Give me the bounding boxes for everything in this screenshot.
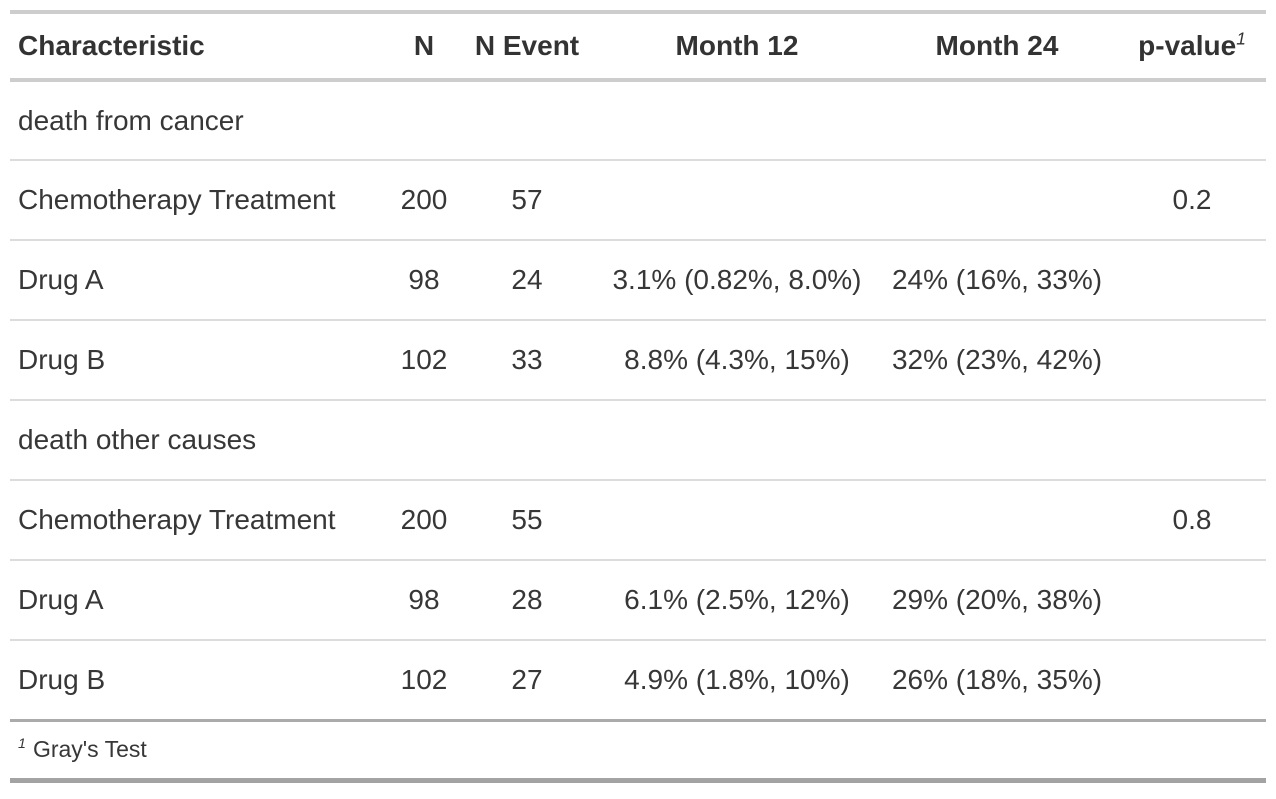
cell-month-12: 4.9% (1.8%, 10%) bbox=[598, 640, 876, 722]
cell-n-event: 33 bbox=[456, 320, 598, 401]
header-row: Characteristic N N Event Month 12 Month … bbox=[10, 12, 1266, 82]
cell-n-event: 55 bbox=[456, 480, 598, 561]
cell-month-12: 3.1% (0.82%, 8.0%) bbox=[598, 240, 876, 321]
cell-n: 98 bbox=[392, 240, 456, 321]
table-header: Characteristic N N Event Month 12 Month … bbox=[10, 12, 1266, 82]
cell-month-12: 6.1% (2.5%, 12%) bbox=[598, 560, 876, 641]
cell-n: 98 bbox=[392, 560, 456, 641]
cell-month-24 bbox=[876, 480, 1118, 561]
footnote-marker-ref: 1 bbox=[1236, 28, 1246, 49]
cell-n: 200 bbox=[392, 480, 456, 561]
table-row-drug-a-1: Drug A 98 24 3.1% (0.82%, 8.0%) 24% (16%… bbox=[10, 240, 1266, 321]
column-header-p-value: p-value1 bbox=[1118, 12, 1266, 82]
cell-characteristic: Drug A bbox=[10, 240, 392, 321]
cell-p-value bbox=[1118, 560, 1266, 641]
cell-month-24: 26% (18%, 35%) bbox=[876, 640, 1118, 722]
cell-p-value bbox=[1118, 320, 1266, 401]
footnote-row: 1 Gray's Test bbox=[10, 720, 1266, 780]
footnote: 1 Gray's Test bbox=[10, 720, 1266, 780]
cell-n-event: 28 bbox=[456, 560, 598, 641]
cell-n: 102 bbox=[392, 640, 456, 722]
footnote-text: Gray's Test bbox=[32, 736, 147, 762]
group-row-death-other-causes: death other causes bbox=[10, 400, 1266, 481]
column-header-n: N bbox=[392, 12, 456, 82]
cell-month-24 bbox=[876, 160, 1118, 241]
cell-p-value bbox=[1118, 640, 1266, 722]
p-value-label: p-value bbox=[1138, 30, 1237, 61]
cell-month-12 bbox=[598, 160, 876, 241]
table-row-drug-b-1: Drug B 102 33 8.8% (4.3%, 15%) 32% (23%,… bbox=[10, 320, 1266, 401]
table-body: death from cancer Chemotherapy Treatment… bbox=[10, 80, 1266, 722]
cell-n: 102 bbox=[392, 320, 456, 401]
column-header-month-24: Month 24 bbox=[876, 12, 1118, 82]
table-row-drug-b-2: Drug B 102 27 4.9% (1.8%, 10%) 26% (18%,… bbox=[10, 640, 1266, 722]
table-row-drug-a-2: Drug A 98 28 6.1% (2.5%, 12%) 29% (20%, … bbox=[10, 560, 1266, 641]
group-row-death-from-cancer: death from cancer bbox=[10, 80, 1266, 161]
footnote-marker: 1 bbox=[18, 736, 26, 753]
cell-n-event: 24 bbox=[456, 240, 598, 321]
column-header-month-12: Month 12 bbox=[598, 12, 876, 82]
cell-month-24: 29% (20%, 38%) bbox=[876, 560, 1118, 641]
cell-characteristic: Drug B bbox=[10, 320, 392, 401]
cell-p-value bbox=[1118, 240, 1266, 321]
cell-characteristic: Drug A bbox=[10, 560, 392, 641]
column-header-n-event: N Event bbox=[456, 12, 598, 82]
cell-month-12 bbox=[598, 480, 876, 561]
cell-n-event: 57 bbox=[456, 160, 598, 241]
group-label: death from cancer bbox=[10, 80, 1266, 161]
column-header-characteristic: Characteristic bbox=[10, 12, 392, 82]
table-footer: 1 Gray's Test bbox=[10, 720, 1266, 780]
cell-month-24: 24% (16%, 33%) bbox=[876, 240, 1118, 321]
cell-month-12: 8.8% (4.3%, 15%) bbox=[598, 320, 876, 401]
cell-month-24: 32% (23%, 42%) bbox=[876, 320, 1118, 401]
cell-p-value: 0.8 bbox=[1118, 480, 1266, 561]
cell-n-event: 27 bbox=[456, 640, 598, 722]
table-row-chemotherapy-treatment-1: Chemotherapy Treatment 200 57 0.2 bbox=[10, 160, 1266, 241]
group-label: death other causes bbox=[10, 400, 1266, 481]
table-row-chemotherapy-treatment-2: Chemotherapy Treatment 200 55 0.8 bbox=[10, 480, 1266, 561]
cell-characteristic: Chemotherapy Treatment bbox=[10, 160, 392, 241]
cell-characteristic: Drug B bbox=[10, 640, 392, 722]
cell-n: 200 bbox=[392, 160, 456, 241]
cell-characteristic: Chemotherapy Treatment bbox=[10, 480, 392, 561]
cell-p-value: 0.2 bbox=[1118, 160, 1266, 241]
summary-table: Characteristic N N Event Month 12 Month … bbox=[10, 10, 1266, 783]
